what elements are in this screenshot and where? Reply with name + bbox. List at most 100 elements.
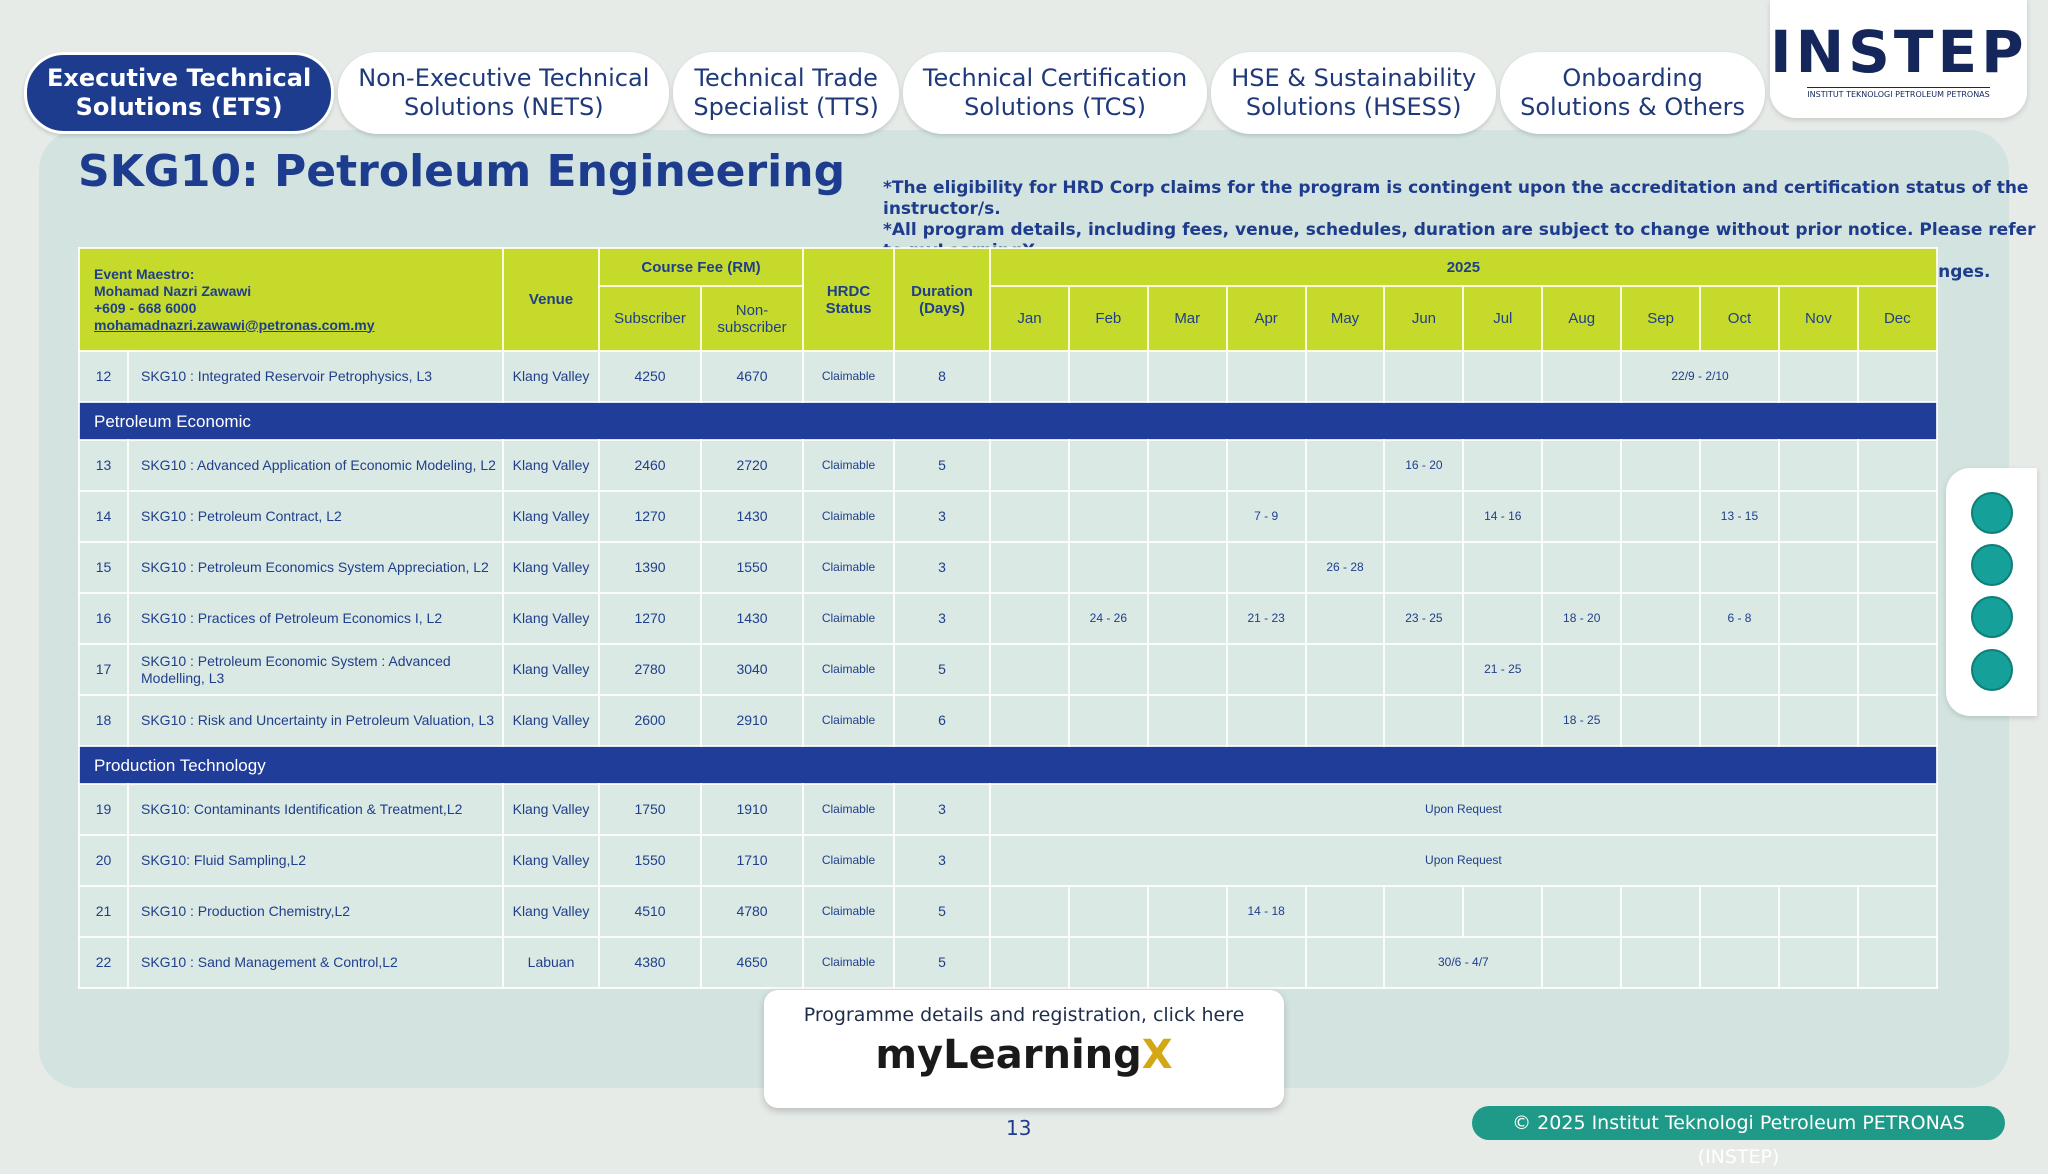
empty-cell <box>1146 541 1228 594</box>
empty-cell <box>1067 643 1149 696</box>
empty-cell <box>1699 885 1780 938</box>
course-table: Event Maestro: Mohamad Nazri Zawawi +609… <box>77 247 1938 989</box>
subscriber-fee: 1270 <box>598 490 703 543</box>
tab[interactable]: Non-Executive Technical Solutions (NETS) <box>338 52 670 134</box>
empty-cell <box>1225 350 1307 403</box>
venue: Labuan <box>502 936 601 989</box>
course-row: 14 SKG10 : Petroleum Contract, L2 Klang Va… <box>78 490 1938 543</box>
tab[interactable]: Technical Trade Specialist (TTS) <box>673 52 899 134</box>
empty-cell <box>1777 490 1859 543</box>
copyright: © 2025 Institut Teknologi Petroleum PETR… <box>1472 1106 2005 1168</box>
empty-cell <box>1620 936 1702 989</box>
hrdc-status: Claimable <box>802 350 896 403</box>
empty-cell <box>989 694 1070 747</box>
non-subscriber-fee: 1430 <box>700 592 805 645</box>
schedule-dates: Upon Request <box>989 834 1938 887</box>
empty-cell <box>989 643 1070 696</box>
registration-button[interactable]: Programme details and registration, clic… <box>764 990 1284 1108</box>
logo: INSTEP INSTITUT TEKNOLOGI PETROLEUM PETRO… <box>1770 0 2027 118</box>
row-number: 21 <box>78 885 129 938</box>
month-header: Jun <box>1383 285 1465 352</box>
empty-cell <box>1777 885 1859 938</box>
subscriber-fee: 1390 <box>598 541 703 594</box>
empty-cell <box>1856 885 1938 938</box>
empty-cell <box>1067 694 1149 747</box>
empty-cell <box>1856 350 1938 403</box>
tab[interactable]: Technical Certification Solutions (TCS) <box>902 52 1208 134</box>
month-header: Mar <box>1146 285 1228 352</box>
month-header: Jan <box>989 285 1070 352</box>
hrdc-status: Claimable <box>802 643 896 696</box>
schedule-dates: 30/6 - 4/7 <box>1383 936 1544 989</box>
subscriber-fee: 4380 <box>598 936 703 989</box>
empty-cell <box>1541 541 1623 594</box>
next-button[interactable] <box>1971 649 2013 691</box>
course-name: SKG10 : Petroleum Contract, L2 <box>126 490 505 543</box>
subscriber-fee: 2460 <box>598 439 703 492</box>
empty-cell <box>989 885 1070 938</box>
empty-cell <box>1620 439 1702 492</box>
empty-cell <box>1777 936 1859 989</box>
empty-cell <box>1777 694 1859 747</box>
hrdc-status: Claimable <box>802 490 896 543</box>
schedule-dates: Upon Request <box>989 783 1938 836</box>
empty-cell <box>1383 541 1465 594</box>
tab-label: Technical Trade <box>694 64 878 92</box>
maestro-email[interactable]: mohamadnazri.zawawi@petronas.com.my <box>94 316 375 333</box>
empty-cell <box>1777 592 1859 645</box>
empty-cell <box>1856 439 1938 492</box>
course-row: 18 SKG10 : Risk and Uncertainty in Petrol… <box>78 694 1938 747</box>
tab-label: HSE & Sustainability <box>1231 64 1477 92</box>
empty-cell <box>1856 541 1938 594</box>
empty-cell <box>1304 694 1386 747</box>
empty-cell <box>1225 439 1307 492</box>
empty-cell <box>1146 694 1228 747</box>
empty-cell <box>1304 936 1386 989</box>
non-subscriber-fee: 4670 <box>700 350 805 403</box>
empty-cell <box>1777 541 1859 594</box>
empty-cell <box>1067 936 1149 989</box>
empty-cell <box>1620 643 1702 696</box>
duration: 5 <box>893 643 992 696</box>
non-subscriber-fee: 2910 <box>700 694 805 747</box>
section-row: Petroleum Economic <box>78 401 1938 441</box>
course-name: SKG10 : Sand Management & Control,L2 <box>126 936 505 989</box>
course-row: 17 SKG10 : Petroleum Economic System : Ad… <box>78 643 1938 696</box>
tab[interactable]: HSE & Sustainability Solutions (HSESS) <box>1211 52 1497 134</box>
maestro-name: Mohamad Nazri Zawawi <box>94 282 252 299</box>
subscriber-fee: 2600 <box>598 694 703 747</box>
calendar-button[interactable] <box>1971 544 2013 586</box>
non-subscriber-header: Non-subscriber <box>700 285 805 352</box>
duration: 3 <box>893 541 992 594</box>
venue: Klang Valley <box>502 694 601 747</box>
month-header: Jul <box>1462 285 1544 352</box>
duration: 3 <box>893 490 992 543</box>
empty-cell <box>1541 490 1623 543</box>
hrdc-status: Claimable <box>802 885 896 938</box>
venue: Klang Valley <box>502 490 601 543</box>
venue-header: Venue <box>502 247 601 352</box>
page-title: SKG10: Petroleum Engineering <box>78 146 846 197</box>
tab[interactable]: Executive Technical Solutions (ETS) <box>24 52 335 134</box>
home-button[interactable] <box>1971 492 2013 534</box>
subscriber-fee: 1750 <box>598 783 703 836</box>
empty-cell <box>1225 936 1307 989</box>
note-line: *The eligibility for HRD Corp claims for… <box>883 178 2029 219</box>
course-row: 21 SKG10 : Production Chemistry,L2 Klang V… <box>78 885 1938 938</box>
duration-header: Duration (Days) <box>893 247 992 352</box>
prev-button[interactable] <box>1971 596 2013 638</box>
venue: Klang Valley <box>502 783 601 836</box>
month-header: Oct <box>1699 285 1780 352</box>
empty-cell <box>1462 694 1544 747</box>
tab-label: Solutions (NETS) <box>403 93 604 121</box>
hrdc-status: Claimable <box>802 834 896 887</box>
schedule-dates: 14 - 18 <box>1225 885 1307 938</box>
row-number: 15 <box>78 541 129 594</box>
tab[interactable]: Onboarding Solutions & Others <box>1500 52 1766 134</box>
duration: 6 <box>893 694 992 747</box>
month-header: May <box>1304 285 1386 352</box>
schedule-dates: 14 - 16 <box>1462 490 1544 543</box>
course-name: SKG10 : Production Chemistry,L2 <box>126 885 505 938</box>
empty-cell <box>1146 643 1228 696</box>
empty-cell <box>1067 490 1149 543</box>
